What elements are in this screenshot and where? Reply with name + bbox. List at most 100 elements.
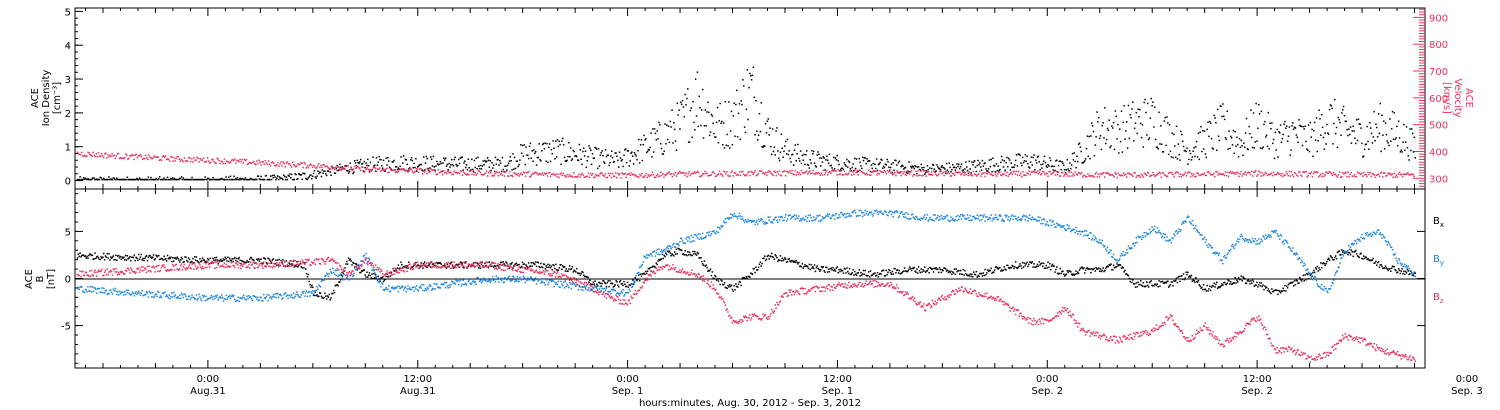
density-point — [695, 115, 698, 117]
bx-point — [1168, 285, 1171, 287]
bx-point — [943, 267, 945, 269]
velocity-point — [930, 171, 933, 173]
bx-point — [198, 261, 200, 264]
bx-point — [902, 270, 904, 273]
bx-point — [617, 284, 619, 286]
velocity-point — [468, 174, 470, 176]
density-point — [100, 177, 102, 179]
bx-point — [102, 252, 105, 255]
density-point — [830, 164, 832, 167]
bx-point — [1353, 251, 1355, 253]
bx-point — [387, 276, 389, 278]
density-point — [1183, 150, 1186, 152]
velocity-point — [376, 168, 379, 170]
bx-point — [363, 269, 366, 271]
bx-point — [1245, 282, 1248, 285]
density-point — [714, 136, 716, 138]
by-point — [102, 291, 104, 294]
by-point — [185, 295, 187, 297]
velocity-point — [749, 174, 751, 177]
velocity-point — [983, 172, 985, 174]
by-point — [131, 291, 134, 293]
density-point — [876, 169, 879, 172]
density-point — [752, 66, 755, 68]
velocity-point — [955, 171, 958, 174]
velocity-point — [370, 170, 373, 172]
bx-point — [1250, 280, 1252, 282]
bx-point — [819, 268, 822, 271]
density-point — [281, 177, 283, 180]
bx-point — [858, 269, 860, 271]
density-point — [246, 178, 248, 181]
velocity-point — [579, 176, 581, 178]
density-point — [562, 137, 564, 140]
by-point — [112, 288, 115, 291]
bx-point — [831, 269, 833, 271]
bx-point — [1194, 281, 1196, 283]
density-point — [613, 160, 616, 163]
bx-point — [588, 281, 590, 283]
by-point — [129, 293, 131, 296]
velocity-point — [415, 168, 418, 170]
density-point — [1275, 149, 1277, 151]
bx-point — [820, 265, 823, 268]
velocity-point — [507, 175, 510, 177]
bx-point — [1268, 290, 1270, 292]
velocity-point — [439, 171, 442, 173]
bx-point — [583, 275, 586, 278]
density-point — [1072, 158, 1075, 161]
density-point — [614, 152, 616, 154]
velocity-point — [236, 160, 238, 162]
density-point — [1221, 115, 1223, 118]
velocity-point — [1028, 170, 1030, 172]
bx-point — [917, 266, 920, 268]
density-point — [216, 178, 219, 181]
bx-point — [167, 257, 170, 260]
density-point — [465, 164, 468, 166]
velocity-point — [1300, 174, 1302, 177]
density-point — [780, 133, 783, 136]
bx-point — [262, 257, 265, 259]
velocity-point — [1411, 173, 1413, 175]
velocity-point — [1385, 175, 1387, 177]
density-point — [193, 178, 196, 181]
bx-point — [1193, 279, 1195, 282]
density-point — [229, 175, 232, 178]
density-point — [717, 141, 720, 144]
bx-point — [923, 270, 925, 272]
density-point — [1292, 122, 1294, 124]
velocity-point — [522, 171, 525, 173]
bx-point — [816, 265, 818, 267]
bx-point — [505, 261, 507, 263]
density-point — [519, 159, 521, 161]
velocity-point — [1359, 173, 1362, 176]
bx-point — [229, 259, 232, 261]
velocity-point — [120, 157, 123, 159]
density-point — [549, 160, 552, 163]
bx-point — [607, 280, 609, 282]
density-point — [795, 160, 797, 162]
density-point — [1218, 139, 1221, 142]
bx-point — [1242, 276, 1244, 278]
velocity-point — [320, 164, 322, 167]
by-point — [88, 290, 90, 292]
density-point — [597, 148, 600, 150]
velocity-point — [510, 174, 512, 177]
velocity-point — [685, 172, 687, 174]
density-point — [227, 178, 229, 181]
bx-point — [1049, 268, 1052, 271]
density-point — [419, 163, 421, 166]
density-point — [244, 177, 247, 179]
velocity-point — [692, 172, 695, 175]
bx-point — [1231, 283, 1234, 285]
bx-point — [1264, 287, 1267, 289]
bx-point — [914, 270, 916, 272]
velocity-point — [788, 172, 790, 174]
velocity-point — [768, 170, 770, 172]
velocity-point — [1274, 173, 1277, 176]
velocity-point — [1204, 174, 1207, 177]
density-point — [796, 153, 798, 155]
density-point — [183, 178, 185, 181]
velocity-point — [367, 168, 369, 171]
